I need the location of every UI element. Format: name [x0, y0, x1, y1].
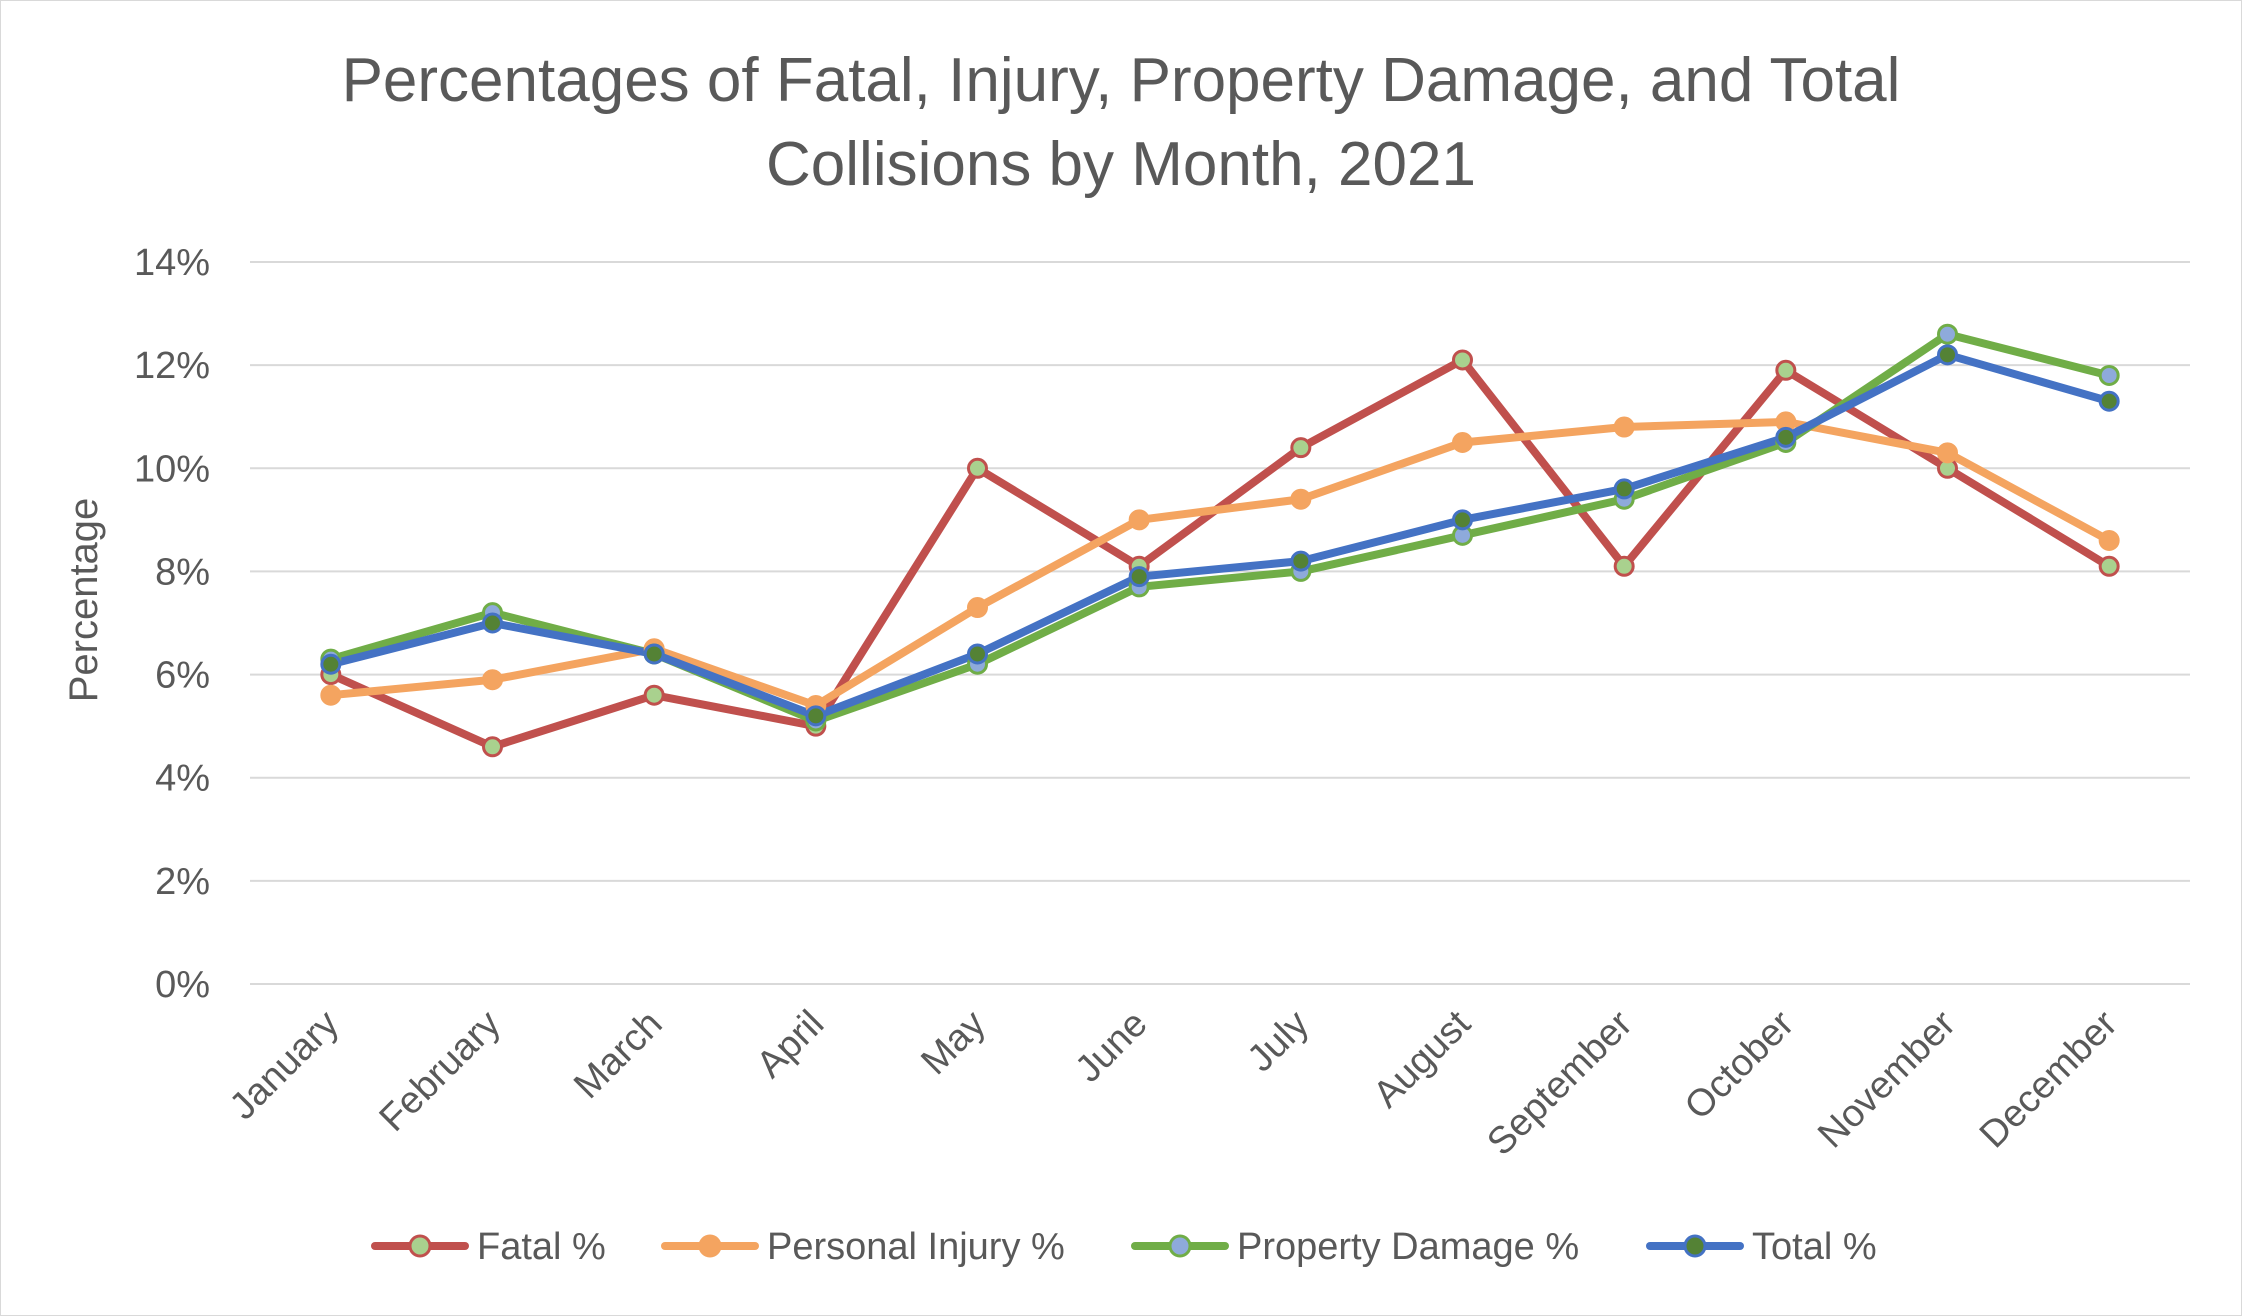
data-point — [1613, 478, 1635, 500]
x-tick-label: April — [749, 1003, 832, 1086]
legend-marker — [1683, 1234, 1707, 1258]
legend-marker — [1168, 1234, 1192, 1258]
x-tick-label: August — [1366, 1002, 1480, 1116]
data-point — [967, 597, 988, 619]
data-point — [1452, 432, 1473, 453]
data-point — [1452, 509, 1473, 531]
series-group — [320, 323, 2120, 758]
x-tick-label: October — [1677, 1002, 1803, 1128]
y-tick-label: 12% — [134, 345, 210, 387]
data-point — [1937, 323, 1958, 345]
data-point — [1613, 416, 1635, 438]
data-point — [1290, 437, 1312, 459]
x-tick-label: January — [222, 1003, 347, 1128]
series-line — [326, 350, 2114, 720]
x-axis-ticks: January February March April May June July Augu… — [222, 1002, 2126, 1163]
series-line — [326, 355, 2114, 751]
y-axis-title: Percentage — [62, 498, 106, 703]
x-tick-label: May — [913, 1003, 993, 1083]
y-tick-label: 2% — [155, 861, 210, 903]
data-point — [967, 643, 988, 665]
data-point — [482, 669, 503, 691]
data-point — [967, 457, 988, 479]
y-axis-ticks: 0% 2% 4% 6% 8% 10% 12% 14% — [134, 242, 210, 1006]
data-point — [1937, 442, 1958, 464]
chart-title-line-2: Collisions by Month, 2021 — [766, 130, 1476, 199]
data-point — [643, 684, 665, 706]
x-tick-label: March — [566, 1003, 670, 1107]
data-point — [2098, 364, 2120, 386]
data-point — [1775, 359, 1797, 381]
chart-title-line-1: Percentages of Fatal, Injury, Property D… — [342, 46, 1901, 115]
data-point — [320, 684, 342, 706]
data-point — [1775, 426, 1797, 448]
y-tick-label: 8% — [155, 551, 210, 593]
data-point — [1452, 349, 1473, 371]
x-tick-label: November — [1810, 1002, 1964, 1156]
x-tick-label: June — [1068, 1003, 1156, 1091]
legend-label: Property Damage % — [1237, 1226, 1579, 1268]
data-point — [2098, 390, 2120, 412]
legend-marker — [408, 1234, 432, 1258]
data-point — [482, 612, 503, 634]
x-tick-label: February — [372, 1003, 509, 1140]
legend-label: Fatal % — [477, 1226, 606, 1268]
data-point — [2098, 529, 2120, 551]
x-tick-label: July — [1240, 1003, 1317, 1080]
data-point — [2098, 555, 2120, 577]
data-point — [1613, 555, 1635, 577]
data-point — [643, 643, 665, 665]
data-point — [1128, 509, 1150, 531]
y-tick-label: 6% — [155, 655, 210, 697]
x-tick-label: September — [1479, 1002, 1640, 1163]
data-point — [320, 653, 342, 675]
y-tick-label: 4% — [155, 758, 210, 800]
x-tick-label: December — [1972, 1002, 2126, 1156]
legend-label: Personal Injury % — [767, 1226, 1065, 1268]
legend: Fatal % Personal Injury % Property Damage … — [371, 1226, 1877, 1268]
series-line — [326, 417, 2114, 710]
legend-marker — [698, 1234, 722, 1258]
y-tick-label: 10% — [134, 448, 210, 490]
data-point — [805, 705, 827, 727]
legend-label: Total % — [1752, 1226, 1877, 1268]
data-point — [1290, 488, 1312, 510]
data-point — [482, 736, 503, 758]
data-point — [1290, 550, 1312, 572]
data-point — [1128, 566, 1150, 588]
data-point — [1937, 344, 1958, 366]
y-tick-label: 14% — [134, 242, 210, 284]
y-tick-label: 0% — [155, 964, 210, 1006]
